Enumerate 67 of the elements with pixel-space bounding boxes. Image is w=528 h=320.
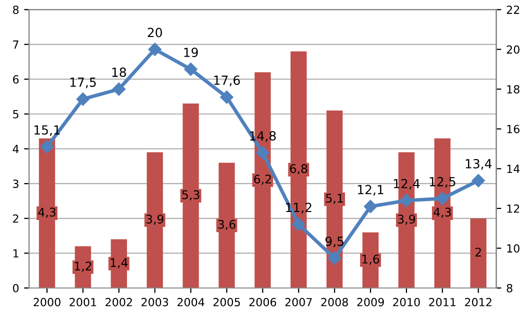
bar	[182, 104, 199, 288]
x-tick-label: 2011	[429, 298, 456, 306]
x-tick-label: 2002	[106, 298, 132, 306]
x-tick-label: 2007	[285, 298, 312, 306]
data-label: 12,1	[358, 184, 384, 196]
y2-tick-label: 8	[506, 284, 512, 292]
data-label: 12,5	[430, 176, 456, 188]
y2-tick-label: 20	[506, 45, 520, 54]
data-label: 1,6	[362, 254, 380, 265]
data-label: 18	[112, 68, 126, 77]
data-label: 13,4	[466, 159, 492, 170]
y2-tick-label: 18	[507, 85, 520, 94]
y-tick-label: 2	[13, 214, 18, 223]
x-tick-label: 2009	[357, 298, 384, 306]
point	[292, 218, 306, 231]
data-label: 20	[148, 28, 162, 38]
y-tick-label: 8	[13, 6, 19, 14]
y-tick-label: 6	[13, 75, 19, 84]
data-label: 17,5	[70, 78, 96, 88]
y2-tick-label: 22	[506, 6, 520, 14]
data-label: 6,8	[290, 164, 308, 174]
data-label: 4,3	[38, 208, 56, 218]
point	[364, 200, 378, 214]
y-tick-label: 7	[13, 40, 18, 49]
point	[256, 146, 270, 160]
data-label: 17,6	[214, 76, 240, 86]
data-label: 1,2	[74, 262, 92, 272]
point	[148, 42, 162, 56]
point	[220, 90, 234, 104]
x-tick-label: 2004	[177, 298, 204, 306]
point	[184, 62, 198, 76]
y-tick-label: 1	[13, 249, 18, 258]
point	[472, 174, 485, 188]
data-label: 3,6	[218, 220, 236, 230]
data-label: 19	[184, 48, 198, 58]
x-tick-label: 2000	[34, 298, 60, 306]
x-tick-label: 2005	[213, 298, 240, 306]
data-label: 4,3	[434, 208, 451, 218]
data-label: 12,4	[394, 178, 420, 190]
data-label: 1,4	[110, 258, 128, 268]
x-tick-label: 2001	[70, 298, 96, 306]
point	[76, 92, 90, 106]
x-tick-label: 2006	[249, 298, 276, 306]
point	[400, 194, 414, 208]
y2-tick-label: 10	[507, 244, 520, 253]
y-tick-label: 4	[12, 144, 19, 154]
x-tick-label: 2008	[321, 298, 348, 306]
x-tick-label: 2003	[142, 298, 168, 306]
point	[112, 82, 126, 96]
y2-tick-label: 16	[507, 124, 520, 134]
data-label: 3,9	[398, 214, 416, 225]
data-label: 3,9	[146, 214, 164, 225]
data-label: 5,1	[326, 194, 343, 204]
point	[328, 252, 342, 265]
y2-tick-label: 14	[507, 164, 520, 173]
x-tick-label: 2010	[393, 298, 420, 306]
x-tick-label: 2012	[465, 298, 492, 306]
bar	[470, 218, 486, 288]
data-label: 6,2	[254, 174, 271, 185]
point	[40, 140, 54, 154]
data-label: 2	[475, 248, 481, 256]
y2-tick-label: 12	[507, 204, 520, 213]
y-tick-label: 5	[13, 110, 18, 118]
point	[436, 192, 449, 206]
data-label: 5,3	[182, 190, 200, 200]
y-tick-label: 3	[13, 180, 18, 188]
y-tick-label: 0	[12, 284, 19, 292]
